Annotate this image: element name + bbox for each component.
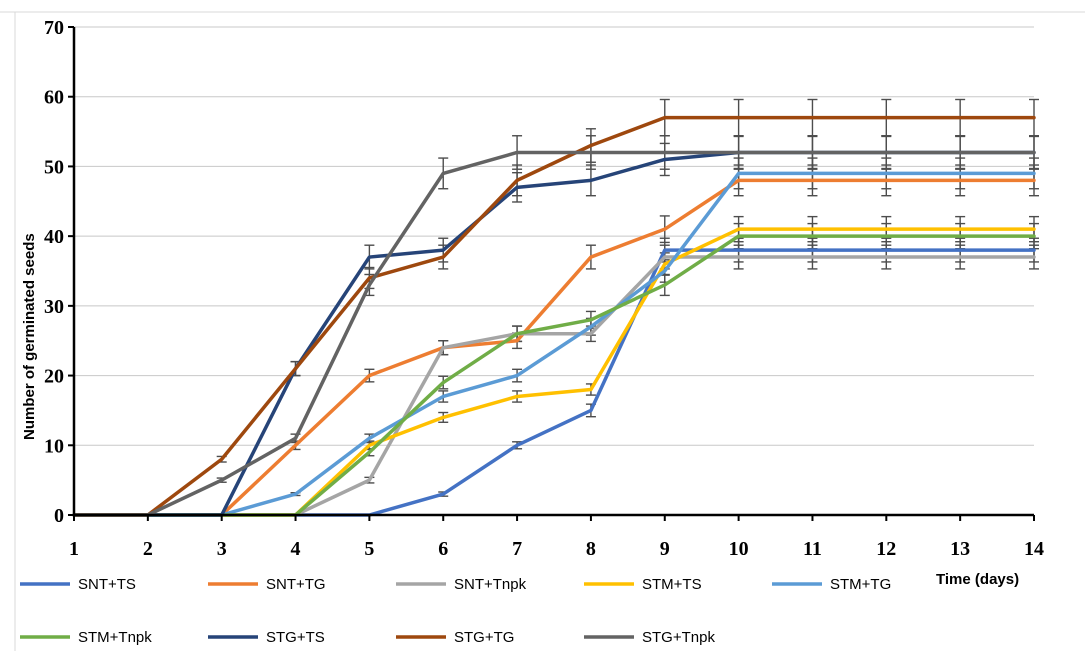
x-tick-label: 14 — [1024, 538, 1044, 560]
series-line-stg-tnpk — [72, 150, 1036, 517]
y-tick-label: 60 — [44, 87, 64, 109]
y-axis-title: Number of germinated seeds — [21, 233, 38, 440]
x-tick-label: 11 — [803, 538, 822, 560]
series-line-stg-tg — [72, 115, 1036, 517]
x-tick-label: 2 — [143, 538, 153, 560]
legend-label-stg-ts: STG+TS — [266, 629, 325, 646]
y-tick-label: 50 — [44, 156, 64, 178]
x-axis-title: Time (days) — [936, 571, 1019, 588]
y-tick-label: 20 — [44, 366, 64, 388]
y-tick-label: 30 — [44, 296, 64, 318]
x-tick-label: 12 — [876, 538, 896, 560]
legend-label-stm-tg: STM+TG — [830, 576, 891, 593]
series-line-stm-tg — [72, 171, 1036, 517]
error-bars — [216, 98, 1039, 497]
legend: SNT+TS SNT+TG SNT+Tnpk STM+TS STM+TG STM+Tnpk… — [20, 576, 891, 646]
legend-label-snt-ts: SNT+TS — [78, 576, 136, 593]
x-tick-label: 5 — [364, 538, 374, 560]
x-tick-label: 3 — [217, 538, 227, 560]
legend-label-stm-ts: STM+TS — [642, 576, 702, 593]
series-lines — [72, 115, 1036, 517]
x-tick-label: 8 — [586, 538, 596, 560]
x-tick-label: 7 — [512, 538, 522, 560]
x-tick-label: 6 — [438, 538, 448, 560]
y-tick-label: 0 — [54, 505, 64, 527]
legend-label-snt-tg: SNT+TG — [266, 576, 326, 593]
x-tick-label: 9 — [660, 538, 670, 560]
legend-label-stg-tnpk: STG+Tnpk — [642, 629, 715, 646]
legend-label-stm-tnpk: STM+Tnpk — [78, 629, 152, 646]
series-line-snt-tg — [72, 178, 1036, 517]
legend-label-snt-tnpk: SNT+Tnpk — [454, 576, 527, 593]
x-tick-label: 13 — [950, 538, 970, 560]
x-tick-label: 4 — [291, 538, 301, 560]
legend-label-stg-tg: STG+TG — [454, 629, 514, 646]
y-tick-label: 10 — [44, 435, 64, 457]
x-tick-label: 10 — [729, 538, 749, 560]
x-tick-label: 1 — [69, 538, 79, 560]
y-tick-label: 40 — [44, 226, 64, 248]
y-tick-label: 70 — [44, 17, 64, 39]
